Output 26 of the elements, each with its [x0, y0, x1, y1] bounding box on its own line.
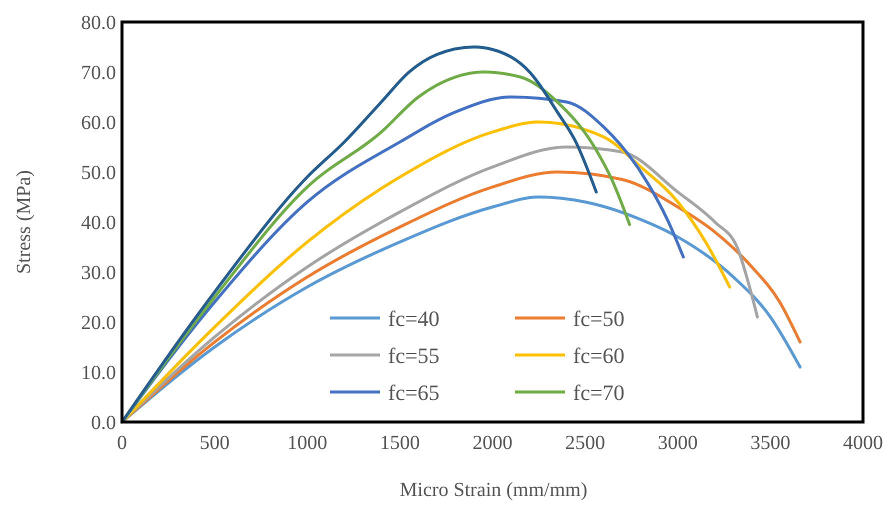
y-tick-label: 0.0: [91, 412, 116, 434]
y-tick-label: 10.0: [81, 362, 116, 384]
x-tick-label: 500: [200, 432, 230, 454]
x-tick-label: 1500: [380, 432, 420, 454]
legend-label: fc=60: [573, 343, 624, 368]
x-tick-label: 3500: [750, 432, 790, 454]
x-tick-label: 2500: [565, 432, 606, 454]
legend-label: fc=55: [388, 343, 440, 368]
y-axis-title: Stress (MPa): [13, 170, 35, 274]
legend-label: fc=70: [573, 380, 624, 405]
y-tick-label: 40.0: [81, 212, 116, 234]
y-tick-label: 50.0: [81, 162, 116, 184]
legend-label: fc=65: [388, 380, 440, 405]
x-tick-label: 2000: [472, 432, 512, 454]
y-tick-label: 80.0: [81, 12, 116, 34]
y-tick-label: 60.0: [81, 112, 116, 134]
x-tick-label: 0: [117, 432, 127, 454]
y-tick-label: 20.0: [81, 312, 116, 334]
x-tick-label: 1000: [287, 432, 328, 454]
y-tick-label: 70.0: [81, 62, 116, 84]
x-tick-label: 3000: [658, 432, 698, 454]
x-axis-title: Micro Strain (mm/mm): [400, 479, 588, 501]
legend-label: fc=50: [573, 306, 624, 331]
y-tick-label: 30.0: [81, 262, 116, 284]
legend-label: fc=40: [388, 306, 440, 331]
x-tick-label: 4000: [843, 432, 883, 454]
